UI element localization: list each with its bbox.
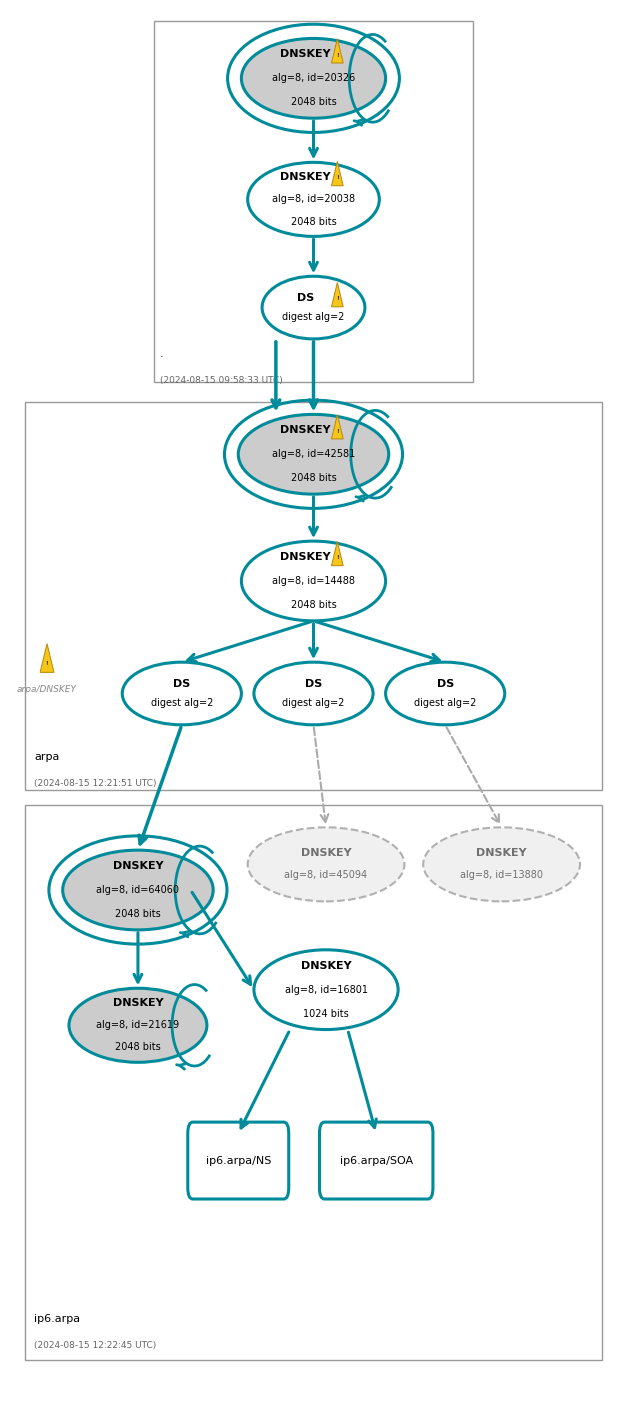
Text: 2048 bits: 2048 bits: [115, 909, 161, 918]
Ellipse shape: [254, 662, 373, 725]
Text: DS: DS: [305, 679, 322, 689]
Text: alg=8, id=16801: alg=8, id=16801: [285, 984, 367, 995]
Ellipse shape: [254, 950, 398, 1030]
FancyBboxPatch shape: [25, 402, 602, 790]
Text: 2048 bits: 2048 bits: [291, 97, 336, 107]
Text: 2048 bits: 2048 bits: [291, 473, 336, 483]
Text: ip6.arpa/SOA: ip6.arpa/SOA: [340, 1155, 413, 1166]
Text: ip6.arpa: ip6.arpa: [34, 1314, 81, 1324]
FancyBboxPatch shape: [319, 1122, 433, 1199]
FancyBboxPatch shape: [154, 21, 473, 382]
Ellipse shape: [69, 988, 207, 1062]
Text: arpa/DNSKEY: arpa/DNSKEY: [17, 685, 77, 693]
FancyBboxPatch shape: [25, 805, 602, 1360]
Text: 2048 bits: 2048 bits: [115, 1042, 161, 1052]
Text: alg=8, id=14488: alg=8, id=14488: [272, 575, 355, 587]
Text: !: !: [336, 175, 339, 181]
Text: !: !: [336, 296, 339, 302]
Polygon shape: [332, 282, 343, 306]
Ellipse shape: [241, 541, 386, 621]
Polygon shape: [40, 644, 54, 672]
Text: DNSKEY: DNSKEY: [280, 50, 330, 60]
FancyBboxPatch shape: [188, 1122, 288, 1199]
Text: 1024 bits: 1024 bits: [303, 1008, 349, 1018]
Text: DS: DS: [297, 293, 314, 303]
Text: DS: DS: [436, 679, 454, 689]
Text: arpa: arpa: [34, 752, 60, 762]
Text: digest alg=2: digest alg=2: [414, 698, 477, 708]
Text: DS: DS: [173, 679, 191, 689]
Text: .: .: [160, 349, 164, 359]
Text: DNSKEY: DNSKEY: [113, 862, 163, 871]
Text: !: !: [336, 555, 339, 561]
Text: (2024-08-15 12:21:51 UTC): (2024-08-15 12:21:51 UTC): [34, 779, 157, 787]
Text: !: !: [46, 661, 48, 665]
Polygon shape: [332, 414, 343, 439]
Text: alg=8, id=42581: alg=8, id=42581: [272, 449, 355, 460]
Text: digest alg=2: digest alg=2: [282, 698, 345, 708]
Ellipse shape: [238, 414, 389, 494]
Ellipse shape: [122, 662, 241, 725]
Text: alg=8, id=20326: alg=8, id=20326: [272, 73, 355, 84]
Text: 2048 bits: 2048 bits: [291, 216, 336, 226]
Text: digest alg=2: digest alg=2: [282, 312, 345, 322]
Ellipse shape: [262, 276, 365, 339]
Text: alg=8, id=13880: alg=8, id=13880: [460, 870, 543, 880]
Text: DNSKEY: DNSKEY: [280, 426, 330, 436]
Ellipse shape: [63, 850, 213, 930]
Text: alg=8, id=21619: alg=8, id=21619: [97, 1020, 179, 1031]
Text: DNSKEY: DNSKEY: [113, 998, 163, 1008]
Ellipse shape: [386, 662, 505, 725]
Text: 2048 bits: 2048 bits: [291, 600, 336, 609]
Text: (2024-08-15 12:22:45 UTC): (2024-08-15 12:22:45 UTC): [34, 1341, 157, 1350]
Text: alg=8, id=45094: alg=8, id=45094: [285, 870, 367, 880]
Polygon shape: [332, 541, 343, 565]
Text: alg=8, id=64060: alg=8, id=64060: [97, 884, 179, 896]
Text: DNSKEY: DNSKEY: [280, 553, 330, 562]
Polygon shape: [332, 161, 343, 185]
Text: DNSKEY: DNSKEY: [301, 849, 351, 859]
Text: !: !: [336, 429, 339, 434]
Ellipse shape: [423, 827, 580, 901]
Ellipse shape: [248, 162, 379, 236]
Text: DNSKEY: DNSKEY: [477, 849, 527, 859]
Text: ip6.arpa/NS: ip6.arpa/NS: [206, 1155, 271, 1166]
Text: (2024-08-15 09:58:33 UTC): (2024-08-15 09:58:33 UTC): [160, 376, 283, 384]
Ellipse shape: [241, 38, 386, 118]
Text: alg=8, id=20038: alg=8, id=20038: [272, 194, 355, 205]
Text: !: !: [336, 53, 339, 58]
Polygon shape: [332, 38, 343, 63]
Ellipse shape: [248, 827, 404, 901]
Text: DNSKEY: DNSKEY: [280, 172, 330, 182]
Text: DNSKEY: DNSKEY: [301, 961, 351, 971]
Text: digest alg=2: digest alg=2: [150, 698, 213, 708]
